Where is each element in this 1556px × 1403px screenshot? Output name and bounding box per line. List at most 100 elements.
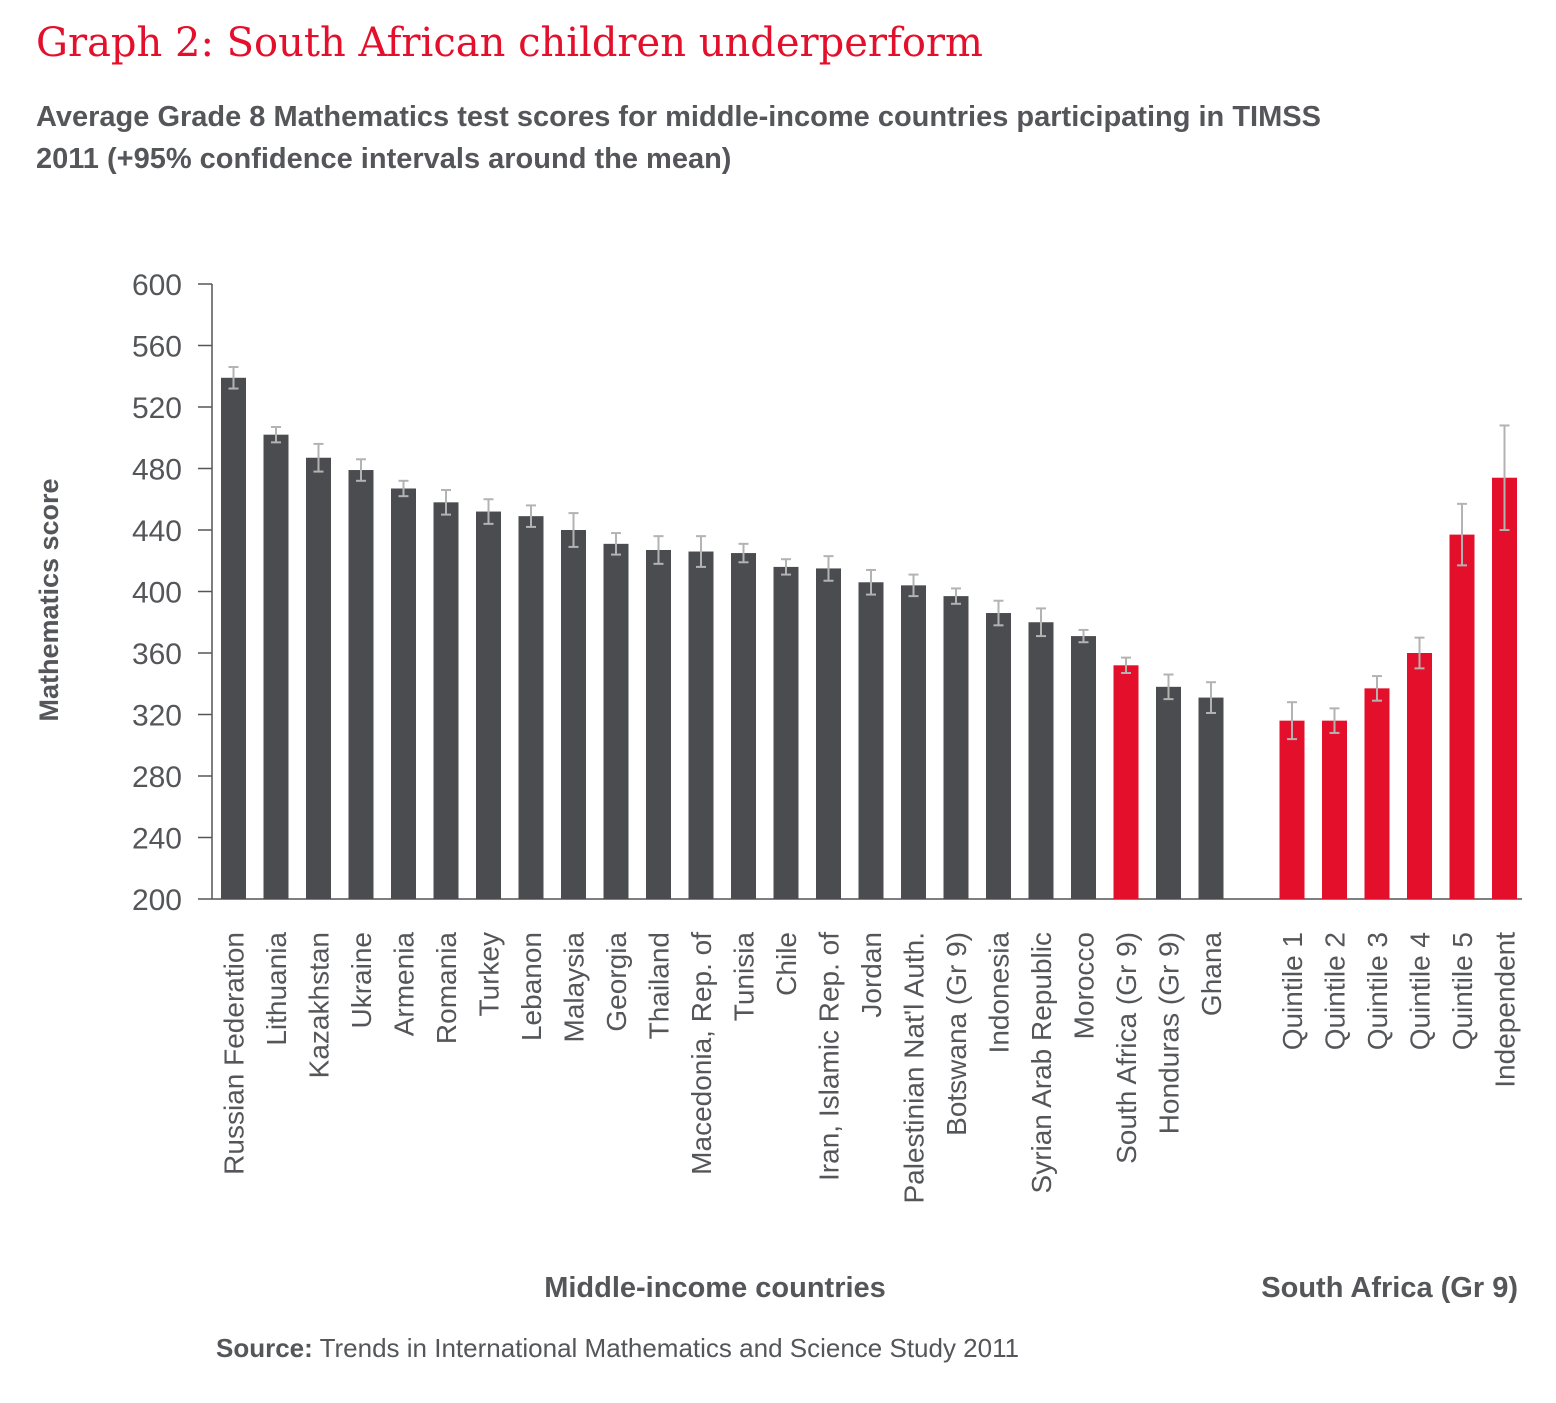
y-tick-label: 520 [132, 392, 182, 425]
error-bar [1372, 675, 1382, 702]
group-label-middle-income: Middle-income countries [544, 1272, 886, 1304]
y-tick-label: 240 [132, 823, 182, 856]
error-bar [653, 535, 664, 565]
bar [1071, 636, 1096, 899]
bar [221, 377, 246, 900]
error-bar [228, 366, 239, 390]
error-bar [696, 535, 706, 568]
error-bar [441, 489, 451, 516]
bar [1492, 477, 1517, 899]
x-tick-label: Jordan [856, 932, 887, 1018]
bar [858, 582, 884, 899]
bars [221, 366, 1517, 900]
y-tick-label: 560 [132, 331, 182, 364]
bar [263, 434, 289, 899]
bar [1028, 622, 1054, 899]
x-tick-label: Quintile 2 [1320, 932, 1351, 1050]
error-bar [1036, 607, 1046, 638]
chart-subtitle: Average Grade 8 Mathematics test scores … [36, 101, 1321, 175]
x-tick-label: South Africa (Gr 9) [1111, 932, 1142, 1164]
x-tick-label: Syrian Arab Republic [1026, 932, 1057, 1193]
error-bar [908, 573, 919, 598]
y-tick-label: 200 [132, 884, 182, 917]
error-bar [526, 504, 536, 528]
x-tick-label: Palestinian Nat'l Auth. [899, 932, 930, 1204]
bar [561, 530, 586, 899]
error-bar [1163, 673, 1174, 701]
x-tick-label: Georgia [601, 932, 632, 1032]
y-axis: 200 240 280 320 360 400 440 480 520 560 600 [132, 269, 1522, 917]
bar [1407, 653, 1432, 899]
group-label-south-africa: South Africa (Gr 9) [1261, 1272, 1518, 1304]
x-tick-label: Independent [1490, 932, 1521, 1088]
error-bar [866, 568, 876, 596]
x-axis-labels: Russian Federation Lithuania Kazakhstan Ukr… [219, 932, 1521, 1204]
error-bar [951, 587, 961, 605]
bar [518, 516, 544, 899]
bar [901, 585, 926, 899]
x-tick-label: Chile [771, 932, 802, 996]
bar [1156, 686, 1181, 899]
error-bar [398, 479, 409, 498]
y-tick-label: 360 [132, 638, 182, 671]
x-tick-label: Romania [431, 932, 462, 1044]
x-tick-label: Tunisia [729, 932, 760, 1022]
x-tick-label: Quintile 5 [1447, 932, 1478, 1050]
x-tick-label: Indonesia [984, 932, 1015, 1054]
error-bar [611, 532, 621, 556]
error-bar [271, 425, 281, 444]
bar [1322, 720, 1347, 899]
x-tick-label: Macedonia, Rep. of [686, 932, 717, 1175]
error-bar [1414, 636, 1425, 670]
y-tick-label: 600 [132, 269, 182, 302]
bar [1279, 720, 1305, 899]
x-tick-label: Quintile 3 [1362, 932, 1393, 1050]
bar [646, 549, 671, 899]
error-bar [1457, 502, 1467, 567]
error-bar [356, 458, 366, 482]
error-bar [1121, 656, 1131, 674]
error-bar [313, 442, 324, 473]
bar [306, 457, 331, 899]
bar [348, 470, 374, 899]
x-tick-label: Russian Federation [219, 932, 250, 1175]
x-tick-label: Honduras (Gr 9) [1154, 932, 1185, 1134]
x-tick-label: Kazakhstan [304, 932, 335, 1078]
error-bar [568, 512, 579, 548]
x-tick-label: Lithuania [261, 932, 292, 1046]
y-tick-label: 320 [132, 700, 182, 733]
error-bar [1078, 628, 1089, 644]
bar [1198, 697, 1224, 899]
bar [1113, 665, 1139, 899]
error-bar [738, 542, 749, 564]
bar [391, 488, 416, 899]
x-tick-label: Botswana (Gr 9) [941, 932, 972, 1136]
source-note: Source: Trends in International Mathemat… [216, 1333, 1019, 1364]
bar [688, 551, 714, 899]
x-tick-label: Lebanon [516, 932, 547, 1041]
error-bar [1329, 707, 1340, 734]
error-bar [1287, 701, 1297, 741]
y-tick-label: 400 [132, 577, 182, 610]
bar [943, 596, 969, 899]
x-tick-label: Ukraine [346, 932, 377, 1028]
y-tick-label: 480 [132, 454, 182, 487]
error-bar [1499, 424, 1510, 531]
error-bar [823, 555, 834, 582]
x-tick-label: Iran, Islamic Rep. of [814, 932, 845, 1181]
bar [773, 566, 799, 899]
y-axis-title: Mathematics score [34, 478, 64, 721]
y-tick-label: 280 [132, 761, 182, 794]
x-tick-label: Quintile 1 [1277, 932, 1308, 1050]
bar [731, 553, 756, 899]
x-tick-label: Quintile 4 [1405, 932, 1436, 1050]
bar [816, 568, 841, 899]
bar [1449, 534, 1475, 899]
x-tick-label: Ghana [1196, 932, 1227, 1016]
x-tick-label: Armenia [389, 932, 420, 1037]
bar [1364, 688, 1390, 899]
error-bar [993, 599, 1004, 627]
source-label: Source: [216, 1333, 313, 1363]
bar [986, 613, 1011, 899]
